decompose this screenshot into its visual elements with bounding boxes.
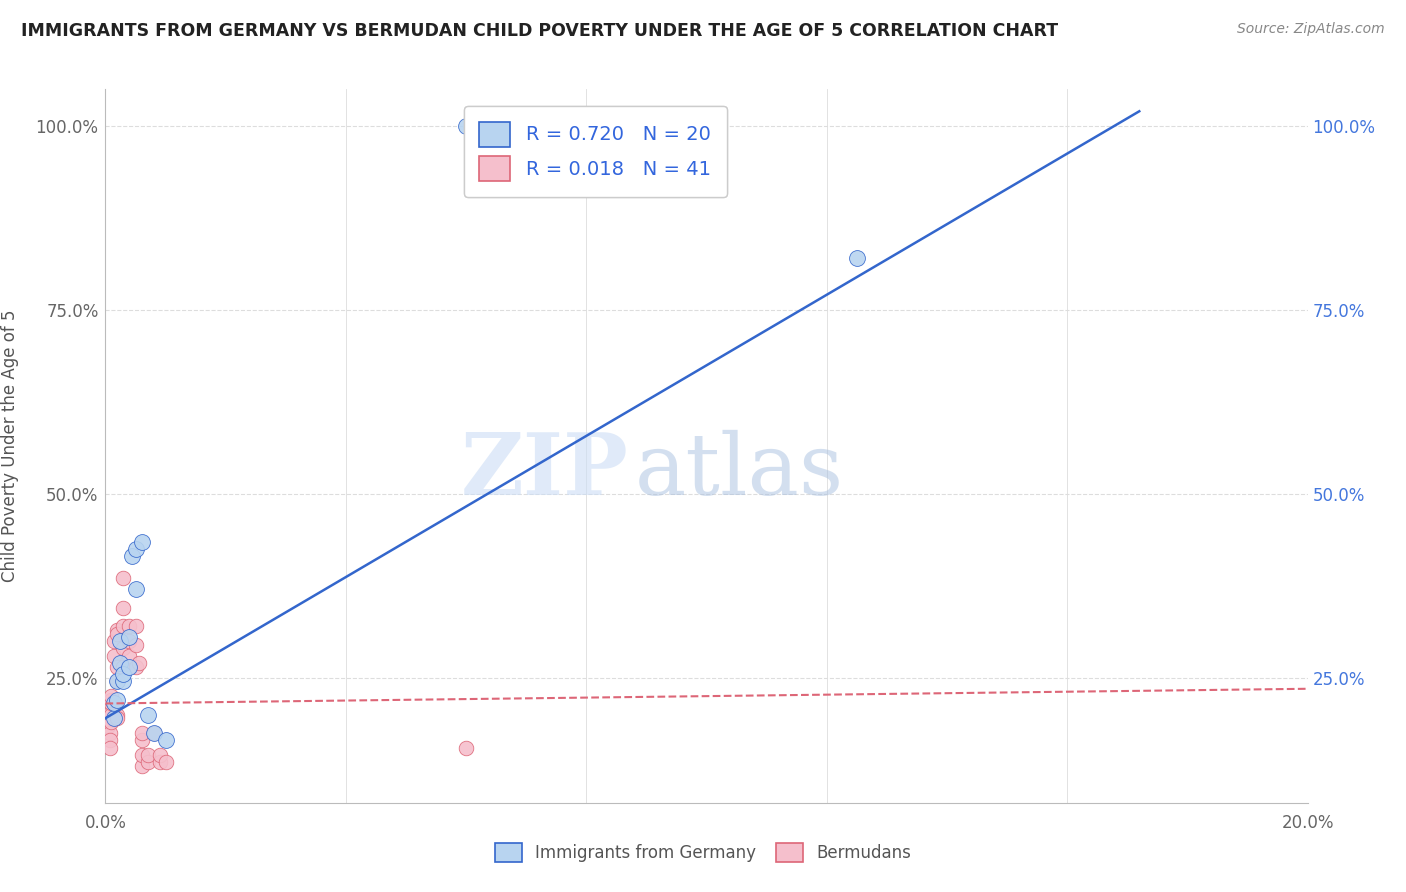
Point	[112, 659, 135, 673]
Point	[124, 638, 146, 652]
Point	[100, 707, 122, 722]
Point	[454, 740, 477, 755]
Point	[155, 756, 177, 770]
Point	[100, 714, 122, 729]
Point	[118, 630, 141, 644]
Point	[110, 656, 132, 670]
Point	[148, 756, 170, 770]
Point	[131, 733, 153, 747]
Point	[103, 634, 125, 648]
Point	[131, 726, 153, 740]
Point	[124, 619, 146, 633]
Point	[107, 659, 129, 673]
Point	[136, 747, 159, 762]
Point	[121, 549, 143, 564]
Point	[845, 252, 868, 266]
Point	[454, 119, 477, 133]
Point	[142, 726, 165, 740]
Point	[467, 119, 489, 133]
Point	[142, 726, 165, 740]
Point	[131, 747, 153, 762]
Point	[112, 619, 135, 633]
Point	[124, 582, 146, 597]
Point	[112, 667, 135, 681]
Text: atlas: atlas	[634, 429, 844, 513]
Point	[131, 534, 153, 549]
Point	[112, 674, 135, 689]
Point	[97, 718, 120, 732]
Point	[97, 707, 120, 722]
Text: ZIP: ZIP	[461, 429, 628, 513]
Point	[112, 600, 135, 615]
Point	[118, 619, 141, 633]
Point	[148, 747, 170, 762]
Point	[112, 571, 135, 585]
Point	[124, 541, 146, 556]
Point	[155, 733, 177, 747]
Point	[107, 693, 129, 707]
Point	[128, 656, 150, 670]
Point	[107, 674, 129, 689]
Point	[112, 641, 135, 656]
Point	[110, 634, 132, 648]
Point	[107, 626, 129, 640]
Point	[100, 697, 122, 711]
Point	[103, 711, 125, 725]
Point	[98, 726, 121, 740]
Point	[103, 697, 125, 711]
Point	[136, 707, 159, 722]
Point	[118, 634, 141, 648]
Point	[100, 693, 122, 707]
Point	[100, 689, 122, 703]
Point	[107, 711, 129, 725]
Text: Source: ZipAtlas.com: Source: ZipAtlas.com	[1237, 22, 1385, 37]
Point	[136, 756, 159, 770]
Legend: R = 0.720   N = 20, R = 0.018   N = 41: R = 0.720 N = 20, R = 0.018 N = 41	[464, 106, 727, 197]
Y-axis label: Child Poverty Under the Age of 5: Child Poverty Under the Age of 5	[1, 310, 18, 582]
Point	[131, 759, 153, 773]
Point	[118, 659, 141, 673]
Point	[98, 733, 121, 747]
Legend: Immigrants from Germany, Bermudans: Immigrants from Germany, Bermudans	[486, 834, 920, 871]
Point	[107, 707, 129, 722]
Point	[124, 659, 146, 673]
Point	[107, 674, 129, 689]
Point	[118, 648, 141, 663]
Point	[107, 623, 129, 637]
Point	[98, 740, 121, 755]
Text: IMMIGRANTS FROM GERMANY VS BERMUDAN CHILD POVERTY UNDER THE AGE OF 5 CORRELATION: IMMIGRANTS FROM GERMANY VS BERMUDAN CHIL…	[21, 22, 1059, 40]
Point	[103, 648, 125, 663]
